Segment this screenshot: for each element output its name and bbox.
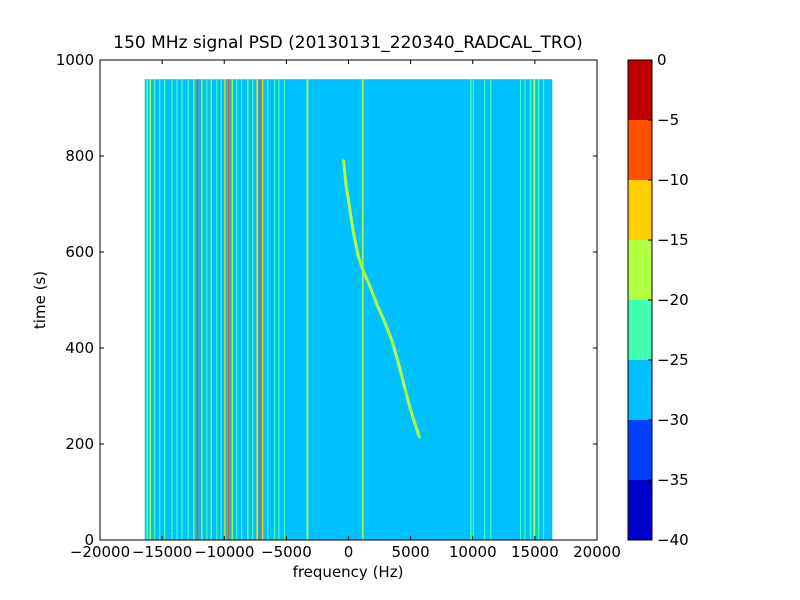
spectral-line (231, 79, 233, 540)
spectral-line (176, 79, 178, 540)
spectral-line (149, 79, 152, 540)
spectral-line (220, 79, 222, 540)
colorbar-tick-label: −35 (657, 471, 689, 489)
colorbar-tick-label: −10 (657, 171, 689, 189)
y-tick-label: 800 (65, 147, 94, 165)
spectral-line (258, 79, 261, 540)
spectral-line (273, 79, 276, 540)
spectral-line (470, 79, 472, 540)
colorbar-tick-label: −25 (657, 351, 689, 369)
spectral-line (224, 79, 226, 540)
chirp-trace (342, 159, 421, 439)
spectral-line (472, 79, 474, 540)
x-axis-label: frequency (Hz) (293, 563, 404, 581)
y-tick-label: 600 (65, 243, 94, 261)
x-tick-label: 0 (344, 543, 354, 561)
chart-title: 150 MHz signal PSD (20130131_220340_RADC… (113, 33, 582, 53)
y-axis-ticks: 0 200 400 600 800 1000 (56, 51, 597, 549)
spectral-line (519, 79, 522, 540)
spectral-line (278, 79, 280, 540)
x-tick-label: −15000 (132, 543, 192, 561)
spectral-line (542, 79, 545, 540)
y-tick-label: 0 (84, 531, 94, 549)
colorbar-segment (628, 60, 652, 120)
heatmap-layer (144, 79, 553, 540)
colorbar-segment (628, 480, 652, 540)
colorbar-segment (628, 360, 652, 420)
colorbar-segment (628, 180, 652, 240)
spectral-line (247, 79, 249, 540)
x-tick-label: 20000 (573, 543, 621, 561)
spectral-line (210, 79, 212, 540)
spectral-line (154, 79, 156, 540)
spectral-line (181, 79, 183, 540)
spectral-line (236, 79, 238, 540)
spectral-line (146, 79, 149, 540)
spectral-line (267, 79, 269, 540)
colorbar-segment (628, 240, 652, 300)
spectral-line (524, 79, 526, 540)
spectral-line (196, 79, 199, 540)
spectral-line (256, 79, 259, 540)
colorbar-tick-label: −30 (657, 411, 689, 429)
spectral-line (262, 79, 264, 540)
spectral-line (252, 79, 254, 540)
spectral-line (206, 79, 208, 540)
x-tick-label: 10000 (449, 543, 497, 561)
spectral-line (216, 79, 218, 540)
y-tick-label: 200 (65, 435, 94, 453)
y-tick-label: 400 (65, 339, 94, 357)
x-axis-ticks: −20000 −15000 −10000 −5000 0 5000 10000 15000 20… (70, 60, 621, 561)
spectral-line (201, 79, 203, 540)
colorbar-tick-label: −15 (657, 231, 689, 249)
spectral-line (529, 79, 532, 540)
spectral-line (362, 79, 364, 540)
x-tick-label: 5000 (392, 543, 430, 561)
colorbar-segment (628, 120, 652, 180)
x-tick-label: −20000 (70, 543, 130, 561)
colorbar-tick-label: −40 (657, 531, 689, 549)
y-axis-label: time (s) (31, 271, 49, 329)
spectral-line (193, 79, 195, 540)
x-tick-label: 15000 (511, 543, 559, 561)
colorbar-tick-label: −5 (657, 111, 679, 129)
spectral-line (306, 79, 309, 540)
spectral-line (227, 79, 230, 540)
colorbar: −40 −35 −30 −25 −20 −15 −10 −5 0 (627, 51, 689, 549)
plot-area (100, 60, 597, 540)
spectral-line (483, 79, 486, 540)
spectral-line (159, 79, 161, 540)
spectral-line (164, 79, 166, 540)
colorbar-segment (628, 420, 652, 480)
y-tick-label: 1000 (56, 51, 94, 69)
x-tick-label: −5000 (261, 543, 312, 561)
spectral-line (171, 79, 173, 540)
spectral-line (537, 79, 540, 540)
spectral-line (283, 79, 286, 540)
spectral-line (187, 79, 189, 540)
colorbar-tick-label: 0 (657, 51, 667, 69)
x-tick-label: −10000 (194, 543, 254, 561)
colorbar-segment (628, 300, 652, 360)
spectral-line (241, 79, 243, 540)
spectral-line (533, 79, 536, 540)
colorbar-tick-label: −20 (657, 291, 689, 309)
spectral-line (490, 79, 492, 540)
